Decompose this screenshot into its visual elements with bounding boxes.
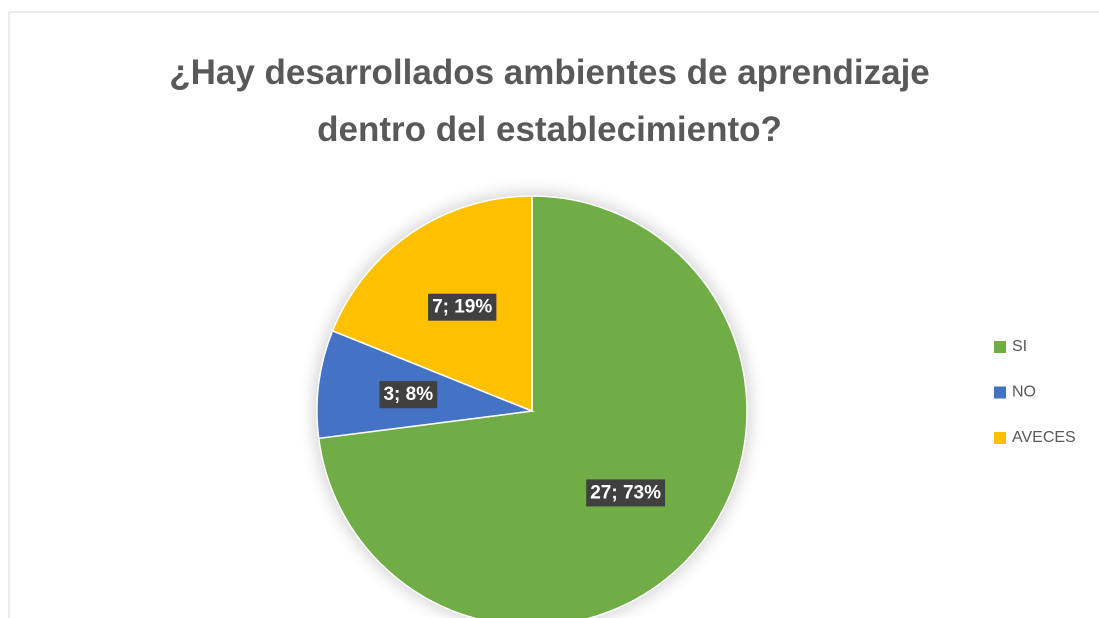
data-label: 27; 73% (590, 482, 661, 503)
legend-label: NO (1012, 384, 1036, 401)
data-label-box (379, 381, 438, 409)
legend-swatch (994, 432, 1006, 444)
data-label: 3; 8% (383, 384, 433, 405)
pie-slice (317, 195, 748, 618)
data-label-box (586, 479, 666, 507)
data-label-box (428, 293, 497, 321)
legend-label: AVECES (1012, 429, 1076, 446)
chart-title: ¿Hay desarrollados ambientes de aprendiz… (169, 53, 930, 149)
data-label: 7; 19% (432, 297, 492, 318)
legend-label: SI (1012, 338, 1027, 355)
legend-swatch (994, 341, 1006, 353)
legend-swatch (994, 386, 1006, 399)
